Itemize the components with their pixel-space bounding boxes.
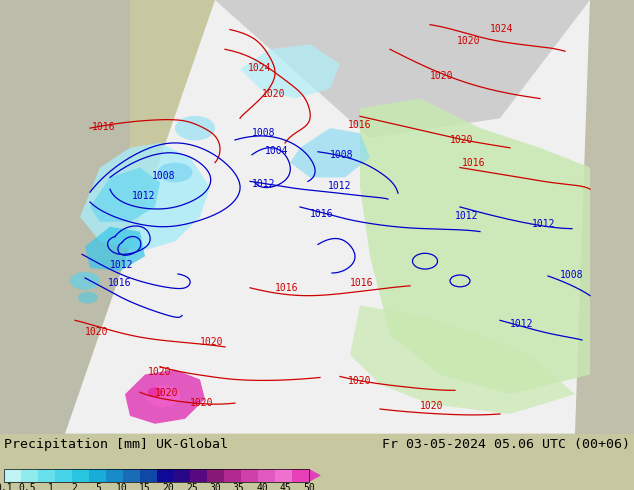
Text: 30: 30 [209, 484, 221, 490]
Bar [292, 469, 309, 482]
Text: 1016: 1016 [92, 122, 115, 132]
Bar [275, 469, 292, 482]
Bar [157, 469, 174, 482]
Text: 1012: 1012 [328, 181, 351, 191]
Text: 1016: 1016 [350, 278, 373, 288]
Text: 1024: 1024 [248, 63, 271, 73]
Text: 50: 50 [303, 484, 315, 490]
Bar [224, 469, 241, 482]
Bar [38, 469, 55, 482]
Text: 0.5: 0.5 [18, 484, 36, 490]
Polygon shape [65, 0, 590, 434]
Text: 1020: 1020 [457, 36, 481, 47]
Polygon shape [85, 227, 145, 271]
Text: 2: 2 [72, 484, 77, 490]
Text: 1008: 1008 [252, 128, 276, 138]
Text: 40: 40 [256, 484, 268, 490]
Polygon shape [125, 369, 205, 424]
Text: 1012: 1012 [252, 179, 276, 189]
Bar [0, 0, 130, 434]
Text: 1020: 1020 [430, 71, 453, 81]
Text: Fr 03-05-2024 05.06 UTC (00+06): Fr 03-05-2024 05.06 UTC (00+06) [382, 438, 630, 451]
Ellipse shape [145, 385, 181, 407]
Text: 25: 25 [186, 484, 198, 490]
Polygon shape [215, 0, 590, 138]
Ellipse shape [148, 387, 162, 397]
Text: 1020: 1020 [200, 337, 224, 347]
Text: 1016: 1016 [310, 209, 333, 219]
Bar [4, 469, 309, 482]
Ellipse shape [157, 163, 193, 182]
Polygon shape [309, 469, 321, 482]
Bar [241, 469, 258, 482]
Polygon shape [350, 306, 575, 414]
Text: 1012: 1012 [510, 319, 533, 329]
Bar [258, 469, 275, 482]
Polygon shape [290, 128, 370, 177]
Text: 1020: 1020 [420, 401, 444, 411]
Text: 1: 1 [48, 484, 54, 490]
Text: 1016: 1016 [348, 120, 372, 130]
Text: 20: 20 [162, 484, 174, 490]
Text: 45: 45 [280, 484, 292, 490]
Text: Precipitation [mm] UK-Global: Precipitation [mm] UK-Global [4, 438, 228, 451]
Text: 1012: 1012 [532, 219, 555, 229]
Ellipse shape [70, 272, 100, 290]
Polygon shape [360, 98, 590, 394]
Text: 1016: 1016 [275, 283, 299, 293]
Text: 1008: 1008 [560, 270, 583, 280]
Text: 1016: 1016 [108, 278, 131, 288]
Bar [4, 469, 21, 482]
Text: 1012: 1012 [132, 191, 155, 201]
Text: 1020: 1020 [348, 376, 372, 387]
Bar [55, 469, 72, 482]
Bar [174, 469, 190, 482]
Text: 1020: 1020 [148, 367, 172, 376]
Text: 5: 5 [95, 484, 101, 490]
Bar [72, 469, 89, 482]
Text: 15: 15 [139, 484, 151, 490]
Text: 1020: 1020 [155, 388, 179, 398]
Text: 1008: 1008 [330, 149, 354, 160]
Text: 1020: 1020 [262, 89, 285, 98]
Ellipse shape [78, 292, 98, 303]
Polygon shape [240, 45, 340, 98]
Text: 10: 10 [115, 484, 127, 490]
Text: 1024: 1024 [490, 24, 514, 33]
Text: 1012: 1012 [455, 211, 479, 221]
Ellipse shape [175, 116, 215, 141]
Text: 1008: 1008 [152, 172, 176, 181]
Polygon shape [90, 168, 160, 222]
Bar [139, 469, 157, 482]
Text: 1020: 1020 [190, 398, 214, 408]
Text: 1020: 1020 [85, 327, 108, 337]
Bar [89, 469, 106, 482]
Text: 1016: 1016 [462, 158, 486, 168]
Bar [122, 469, 139, 482]
Bar [106, 469, 122, 482]
Polygon shape [80, 143, 210, 251]
Text: 1012: 1012 [110, 260, 134, 270]
Bar [207, 469, 224, 482]
Text: 1004: 1004 [265, 146, 288, 156]
Bar [21, 469, 38, 482]
Text: 35: 35 [233, 484, 245, 490]
Text: 1020: 1020 [450, 135, 474, 145]
Bar [190, 469, 207, 482]
Bar [540, 0, 634, 434]
Text: 0.1: 0.1 [0, 484, 13, 490]
